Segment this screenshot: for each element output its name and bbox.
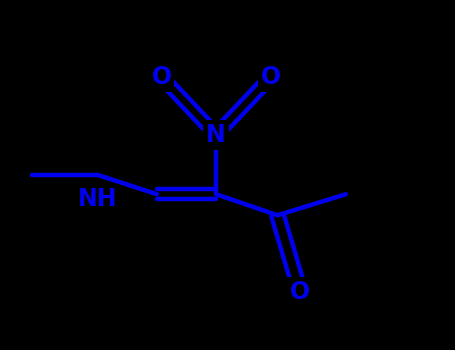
Text: NH: NH [78, 187, 117, 211]
Text: O: O [290, 280, 310, 304]
Text: O: O [261, 65, 281, 89]
Text: O: O [152, 65, 172, 89]
Text: N: N [206, 123, 226, 147]
